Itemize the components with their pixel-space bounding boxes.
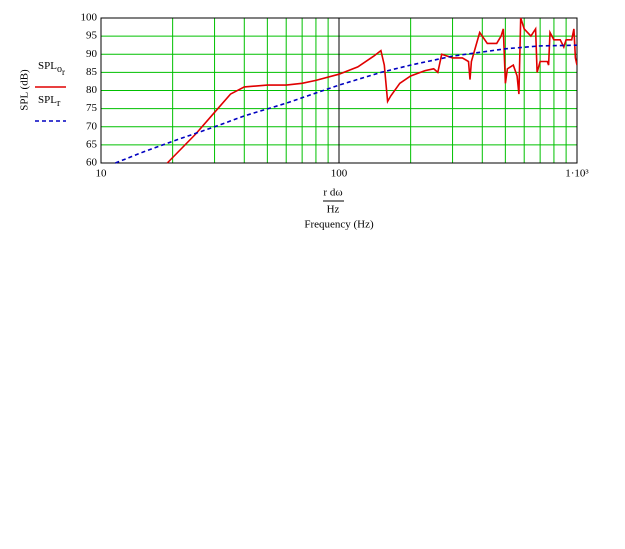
series-line (166, 17, 577, 164)
y-tick-label: 60 (86, 157, 98, 169)
legend-label: SPLor (38, 60, 65, 78)
y-tick-label: 75 (86, 102, 98, 114)
legend-name: SPL (38, 94, 57, 106)
y-tick-label: 80 (86, 84, 98, 96)
legend-label: SPLr (38, 94, 61, 110)
plot-frame (100, 17, 578, 164)
x-tick-label: 10 (96, 168, 108, 180)
y-tick-label: 70 (86, 120, 98, 132)
x-tick-label: 1·10³ (565, 168, 589, 180)
legend-name: SPL (38, 60, 57, 72)
y-axis-label: SPL (dB) (19, 69, 31, 111)
legend-subsubscript: r (62, 67, 65, 77)
y-tick-label: 85 (86, 66, 98, 78)
legend-subscript: r (57, 98, 61, 109)
x-tick-label: 100 (331, 168, 348, 180)
x-axis-numerator: r dω (323, 187, 342, 199)
x-axis-label: Frequency (Hz) (304, 219, 374, 231)
series-line (115, 44, 577, 164)
y-tick-label: 95 (86, 30, 98, 42)
y-tick-label: 90 (86, 48, 98, 60)
x-axis-denominator: Hz (327, 204, 340, 216)
legend-subscript: o (57, 64, 62, 75)
y-tick-label: 100 (81, 12, 98, 24)
y-tick-label: 65 (86, 138, 98, 150)
